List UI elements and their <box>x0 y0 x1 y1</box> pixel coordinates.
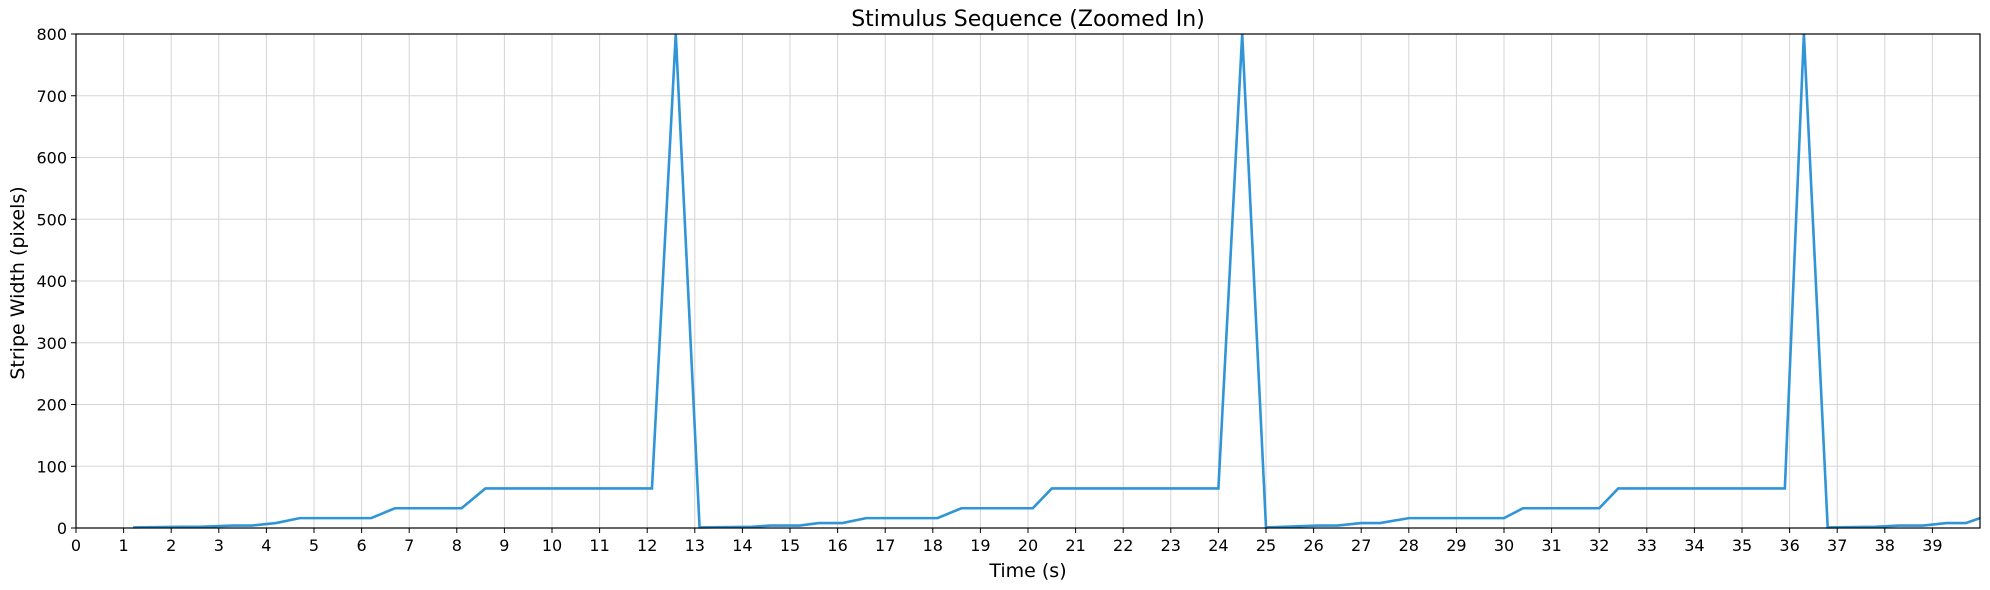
x-tick-label: 35 <box>1732 536 1752 555</box>
y-ticks: 0 100 200 300 400 500 600 700 800 <box>36 25 76 538</box>
x-tick-label: 4 <box>261 536 271 555</box>
line-layer <box>133 33 1981 529</box>
x-tick-label: 24 <box>1208 536 1228 555</box>
x-tick-label: 1 <box>119 536 129 555</box>
x-tick-label: 14 <box>732 536 752 555</box>
x-tick-label: 20 <box>1018 536 1038 555</box>
grid <box>75 33 1980 529</box>
x-tick-label: 0 <box>71 536 81 555</box>
x-tick-label: 30 <box>1494 536 1514 555</box>
y-tick-label: 300 <box>36 334 67 353</box>
x-tick-label: 2 <box>166 536 176 555</box>
y-tick-label: 500 <box>36 210 67 229</box>
x-tick-label: 15 <box>780 536 800 555</box>
x-tick-label: 10 <box>542 536 562 555</box>
x-tick-label: 34 <box>1684 536 1704 555</box>
x-tick-label: 29 <box>1446 536 1466 555</box>
x-tick-label: 39 <box>1922 536 1942 555</box>
x-tick-label: 38 <box>1875 536 1895 555</box>
series-line <box>133 33 1981 529</box>
x-tick-label: 22 <box>1113 536 1133 555</box>
x-tick-label: 9 <box>499 536 509 555</box>
y-tick-label: 100 <box>36 457 67 476</box>
x-tick-label: 37 <box>1827 536 1847 555</box>
x-tick-label: 13 <box>685 536 705 555</box>
x-tick-label: 16 <box>827 536 847 555</box>
x-tick-label: 18 <box>923 536 943 555</box>
x-tick-label: 28 <box>1399 536 1419 555</box>
y-tick-label: 800 <box>36 25 67 44</box>
y-axis-label: Stripe Width (pixels) <box>7 186 29 379</box>
x-tick-label: 8 <box>452 536 462 555</box>
x-axis-label: Time (s) <box>988 560 1066 582</box>
x-tick-label: 12 <box>637 536 657 555</box>
x-tick-label: 6 <box>357 536 367 555</box>
x-tick-label: 32 <box>1589 536 1609 555</box>
x-tick-label: 26 <box>1303 536 1323 555</box>
y-tick-label: 200 <box>36 396 67 415</box>
x-tick-label: 23 <box>1161 536 1181 555</box>
y-tick-label: 400 <box>36 272 67 291</box>
y-tick-label: 700 <box>36 87 67 106</box>
x-tick-label: 25 <box>1256 536 1276 555</box>
x-tick-label: 7 <box>404 536 414 555</box>
chart-title: Stimulus Sequence (Zoomed In) <box>851 7 1205 32</box>
x-tick-label: 5 <box>309 536 319 555</box>
x-tick-label: 17 <box>875 536 895 555</box>
x-tick-label: 19 <box>970 536 990 555</box>
x-tick-label: 27 <box>1351 536 1371 555</box>
x-tick-label: 3 <box>214 536 224 555</box>
x-tick-label: 21 <box>1065 536 1085 555</box>
x-ticks: 0 1 2 3 4 5 6 7 8 9 10 11 12 13 14 15 16 17 18 19 20 21 22 23 24… <box>71 528 1943 555</box>
x-tick-label: 33 <box>1637 536 1657 555</box>
x-tick-label: 36 <box>1779 536 1799 555</box>
x-tick-label: 11 <box>589 536 609 555</box>
y-tick-label: 0 <box>57 519 67 538</box>
x-tick-label: 31 <box>1541 536 1561 555</box>
y-tick-label: 600 <box>36 149 67 168</box>
